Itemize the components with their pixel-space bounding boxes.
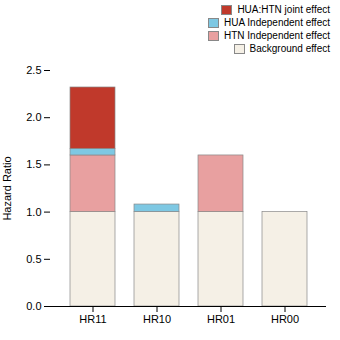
html-text:Background effect: Background effect <box>249 43 330 54</box>
svg-text:2.0: 2.0 <box>26 111 41 123</box>
html-text:HUA:HTN joint effect: HUA:HTN joint effect <box>237 4 330 15</box>
html-text:HTN Independent effect: HTN Independent effect <box>224 30 330 41</box>
svg-text:HR00: HR00 <box>271 313 299 325</box>
svg-text:HR10: HR10 <box>143 313 171 325</box>
svg-text:HR11: HR11 <box>79 313 106 325</box>
html-text:HUA Independent effect: HUA Independent effect <box>224 17 330 28</box>
svg-text:0.5: 0.5 <box>26 253 41 265</box>
svg-text:Hazard Ratio: Hazard Ratio <box>1 156 13 220</box>
svg-text:2.5: 2.5 <box>26 64 41 76</box>
svg-text:1.0: 1.0 <box>26 206 41 218</box>
svg-text:0.0: 0.0 <box>26 300 41 312</box>
svg-text:HR01: HR01 <box>207 313 235 325</box>
svg-text:1.5: 1.5 <box>26 158 41 170</box>
